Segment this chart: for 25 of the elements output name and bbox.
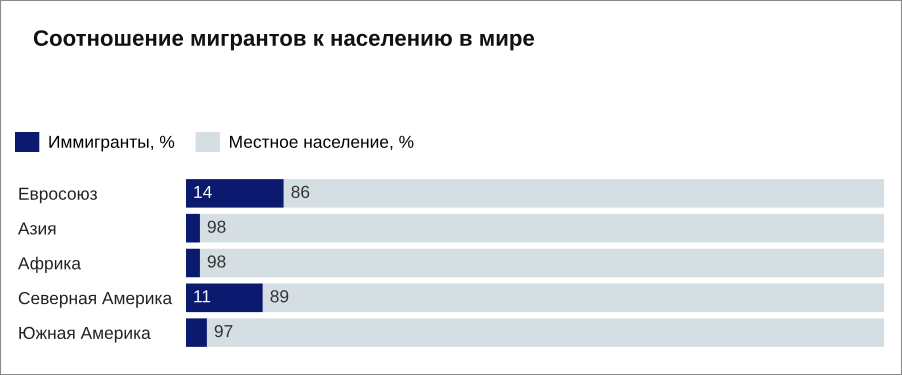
bar: [200, 248, 884, 278]
bar: [186, 248, 200, 278]
y-tick-label: Северная Америка: [18, 292, 172, 308]
bar: [284, 179, 884, 208]
y-tick-label: Евросоюз: [19, 188, 97, 204]
data-label: 98: [208, 255, 226, 268]
bar: [200, 214, 884, 242]
bar: [186, 214, 200, 242]
bar: [262, 284, 884, 312]
data-label: 89: [270, 290, 288, 302]
data-label: 98: [208, 220, 226, 233]
data-label: 97: [214, 324, 232, 338]
y-tick-label: Африка: [18, 256, 81, 273]
y-tick-label: Азия: [18, 222, 56, 235]
bar: [186, 284, 263, 312]
bar: [186, 318, 207, 347]
legend-label: Местное население, %: [230, 136, 414, 150]
bar: [206, 318, 884, 347]
legend-label: Иммигранты, %: [49, 136, 174, 152]
data-label: 86: [291, 186, 310, 198]
y-tick-label: Южная Америка: [19, 326, 151, 342]
data-label: 11: [194, 290, 210, 302]
bar: [186, 179, 284, 208]
data-label: 14: [194, 186, 212, 198]
chart-title: Соотношение мигрантов к населению в мире: [34, 30, 534, 50]
